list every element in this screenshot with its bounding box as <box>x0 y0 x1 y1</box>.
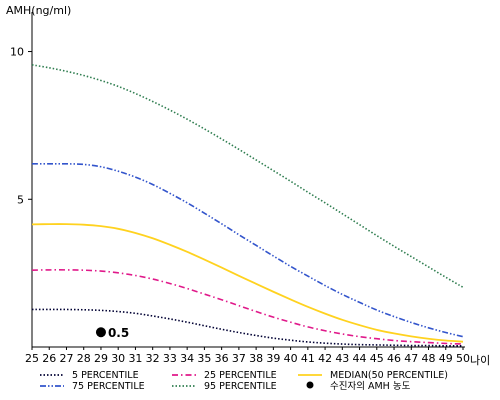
x-tick-label: 45 <box>370 352 384 365</box>
legend: 5 PERCENTILE 25 PERCENTILE MEDIAN(50 PERCE… <box>40 370 448 392</box>
x-tick-label: 34 <box>180 352 194 365</box>
x-tick-label: 42 <box>318 352 332 365</box>
x-tick-label: 46 <box>387 352 401 365</box>
x-tick-label: 37 <box>232 352 246 365</box>
x-tick-label: 36 <box>215 352 229 365</box>
x-axis-title: 나이 <box>470 354 490 367</box>
legend-item: 5 PERCENTILE <box>40 370 139 381</box>
legend-label: 25 PERCENTILE <box>204 370 277 381</box>
x-tick-label: 41 <box>301 352 315 365</box>
x-tick-label: 30 <box>111 352 125 365</box>
x-tick-label: 32 <box>146 352 160 365</box>
legend-label: 수진자의 AMH 농도 <box>330 381 411 392</box>
legend-item: 수진자의 AMH 농도 <box>306 381 411 392</box>
x-tick-label: 38 <box>249 352 263 365</box>
x-tick-label: 31 <box>128 352 142 365</box>
legend-label: 5 PERCENTILE <box>72 370 139 381</box>
legend-label: MEDIAN(50 PERCENTILE) <box>330 370 448 381</box>
patient-amh-marker <box>95 327 106 338</box>
legend-marker-swatch <box>306 381 314 389</box>
x-tick-label: 39 <box>266 352 280 365</box>
y-tick-label: 5 <box>17 193 24 206</box>
series-line-25-percentile <box>31 269 464 345</box>
x-tick-label: 28 <box>77 352 91 365</box>
series-layer <box>31 64 464 347</box>
marker-layer: 0.5 <box>95 326 129 340</box>
x-tick-label: 29 <box>94 352 108 365</box>
legend-item: 95 PERCENTILE <box>172 381 277 392</box>
x-tick-label: 27 <box>59 352 73 365</box>
x-tick-label: 48 <box>422 352 436 365</box>
x-tick-label: 35 <box>197 352 211 365</box>
x-tick-label: 26 <box>42 352 56 365</box>
x-tick-label: 43 <box>335 352 349 365</box>
patient-amh-label: 0.5 <box>108 326 129 340</box>
legend-item: 25 PERCENTILE <box>172 370 277 381</box>
legend-label: 95 PERCENTILE <box>204 381 277 392</box>
series-line-median-50-percentile <box>31 223 464 343</box>
x-tick-label: 47 <box>404 352 418 365</box>
x-tick-label: 44 <box>353 352 367 365</box>
x-tick-label: 49 <box>439 352 453 365</box>
series-line-95-percentile <box>31 64 464 289</box>
y-axis-title: AMH(ng/ml) <box>6 4 71 17</box>
legend-item: 75 PERCENTILE <box>40 381 145 392</box>
legend-label: 75 PERCENTILE <box>72 381 145 392</box>
x-tick-label: 33 <box>163 352 177 365</box>
series-line-5-percentile <box>31 308 464 347</box>
x-tick-label: 25 <box>25 352 39 365</box>
legend-item: MEDIAN(50 PERCENTILE) <box>298 370 448 381</box>
series-line-75-percentile <box>32 162 464 338</box>
x-tick-label: 40 <box>284 352 298 365</box>
y-tick-label: 10 <box>10 46 24 59</box>
x-tick-label: 50 <box>456 352 470 365</box>
